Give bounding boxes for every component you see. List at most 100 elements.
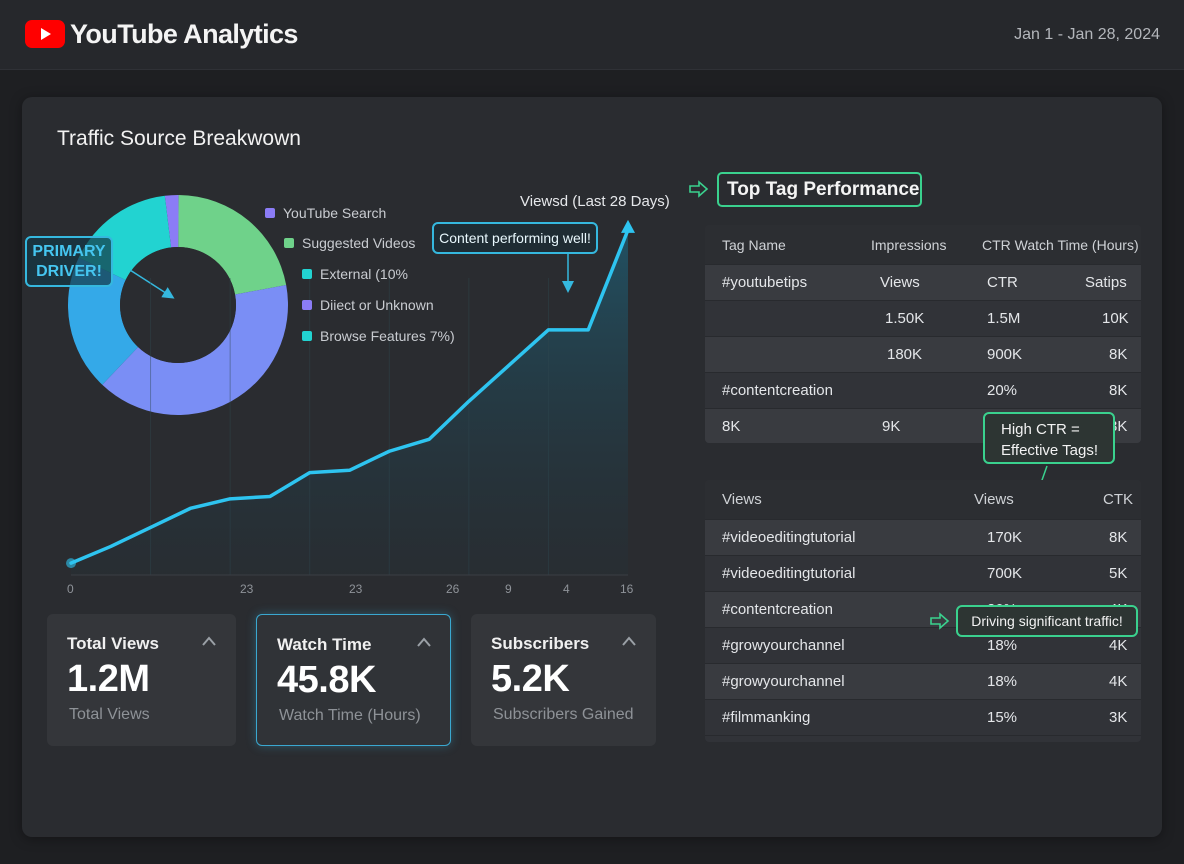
chevron-up-icon[interactable] <box>622 636 636 646</box>
traffic-section-title: Traffic Source Breakwown <box>57 127 301 150</box>
x-tick-label: 23 <box>240 582 254 596</box>
tag-name-cell: #contentcreation <box>722 601 833 618</box>
date-range-picker[interactable]: Jan 1 - Jan 28, 2024 <box>1014 26 1160 43</box>
table-row[interactable]: 1.50K 1.5M 10K <box>705 301 1141 337</box>
table-cell: Views <box>880 274 920 291</box>
x-tick-label: 4 <box>563 582 570 596</box>
table-cell: 9K <box>882 418 901 435</box>
table-cell: 5K <box>1109 565 1128 582</box>
table-row[interactable]: #youtubetips Views CTR Satips <box>705 265 1141 301</box>
table-row[interactable]: #filmmanking 15% 3K <box>705 700 1141 736</box>
tag-name-cell: #growyourchannel <box>722 673 845 690</box>
column-header[interactable]: CTR Watch Time (Hours) <box>982 237 1139 253</box>
card-value: 1.2M <box>67 658 150 700</box>
views-area-fill <box>71 229 628 575</box>
traffic-donut-chart <box>68 195 288 415</box>
x-tick-label: 26 <box>446 582 460 596</box>
tag-section-title: Top Tag Performance <box>717 172 922 207</box>
column-header[interactable]: Views <box>974 491 1014 508</box>
table-row[interactable]: #growyourchannel 18% 4K <box>705 628 1141 664</box>
table-cell: 1.50K <box>885 310 925 327</box>
card-label: Total Views <box>67 634 159 653</box>
column-header[interactable]: Views <box>722 491 762 508</box>
legend-item-direct-unknown: Diiect or Unknown <box>302 297 434 313</box>
tag-name-cell: #videoeditingtutorial <box>722 529 856 546</box>
callout-line: Effective Tags! <box>1001 442 1099 459</box>
x-tick-label: 9 <box>505 582 512 596</box>
card-value: 45.8K <box>277 659 376 701</box>
x-tick-label: 16 <box>620 582 634 596</box>
table-row[interactable]: #contentcreation 20% 8K <box>705 373 1141 409</box>
content-performing-callout: Content performing well! <box>432 222 598 254</box>
card-value: 5.2K <box>491 658 570 700</box>
table-cell: CTR <box>987 274 1018 291</box>
top-bar: YouTube Analytics Jan 1 - Jan 28, 2024 <box>0 0 1184 70</box>
tag-name-cell: #youtubetips <box>722 274 808 291</box>
table-cell: 700K <box>987 565 1023 582</box>
table-cell: 3K <box>1109 709 1128 726</box>
arrow-right-icon <box>930 612 950 630</box>
views-chart-title: Viewsd (Last 28 Days) <box>520 193 670 210</box>
table-cell: 15% <box>987 709 1018 726</box>
driving-traffic-callout: Driving significant traffic! <box>956 605 1138 637</box>
table-cell: 1.5M <box>987 310 1021 327</box>
x-tick-label: 0 <box>67 582 74 596</box>
legend-label: Suggested Videos <box>302 235 416 251</box>
table-cell: Satips <box>1085 274 1127 291</box>
arrow-right-icon <box>689 180 709 198</box>
donut-slice-2[interactable] <box>102 285 288 415</box>
table-cell: 4K <box>1109 637 1128 654</box>
table-cell: 8K <box>1109 382 1128 399</box>
views-series-line[interactable] <box>69 228 630 565</box>
chevron-up-icon[interactable] <box>417 637 431 647</box>
column-header[interactable]: Tag Name <box>722 237 786 253</box>
donut-slice-0[interactable] <box>164 195 179 248</box>
card-label: Watch Time <box>277 635 372 654</box>
legend-item-youtube-search: YouTube Search <box>265 205 386 221</box>
donut-slice-1[interactable] <box>178 195 287 295</box>
youtube-logo-icon <box>25 20 65 48</box>
tag-name-cell: #videoeditingtutorial <box>722 565 856 582</box>
table-row[interactable]: #videoeditingtutorial 700K 5K <box>705 556 1141 592</box>
series-start-point <box>66 558 76 569</box>
table-cell: 8K <box>1109 529 1128 546</box>
tag-name-cell: #growyourchannel <box>722 637 845 654</box>
views-line-chart <box>66 219 635 576</box>
card-subtitle: Total Views <box>69 706 150 723</box>
table-row[interactable]: #videoeditingtutorial 170K 8K <box>705 520 1141 556</box>
legend-swatch <box>302 269 312 279</box>
legend-item-external: External (10% <box>302 266 408 282</box>
legend-label: External (10% <box>320 266 408 282</box>
total-views-card[interactable]: Total Views 1.2M Total Views <box>47 614 236 746</box>
subscribers-card[interactable]: Subscribers 5.2K Subscribers Gained <box>471 614 656 746</box>
column-header[interactable]: CTK <box>1103 491 1133 508</box>
card-subtitle: Subscribers Gained <box>493 706 634 723</box>
table-cell: 20% <box>987 382 1018 399</box>
chevron-up-icon[interactable] <box>202 636 216 646</box>
legend-item-browse-features: Browse Features 7%) <box>302 328 455 344</box>
donut-slice-3[interactable] <box>68 257 139 385</box>
tag-name-cell: #filmmanking <box>722 709 811 726</box>
table-cell: 10K <box>1102 310 1129 327</box>
app-title: YouTube Analytics <box>70 19 298 49</box>
primary-driver-callout: PRIMARY DRIVER! <box>25 236 113 287</box>
legend-swatch <box>284 238 294 248</box>
primary-driver-pointer <box>129 269 175 299</box>
tag-table-top: Tag Name Impressions CTR Watch Time (Hou… <box>705 225 1141 443</box>
table-header-row: Views Views CTK <box>705 480 1141 520</box>
donut-hole <box>120 247 236 363</box>
card-label: Subscribers <box>491 634 590 653</box>
watch-time-card[interactable]: Watch Time 45.8K Watch Time (Hours) <box>256 614 451 746</box>
column-header[interactable]: Impressions <box>871 237 947 253</box>
callout-line: High CTR = <box>1001 421 1080 438</box>
table-row[interactable]: 180K 900K 8K <box>705 337 1141 373</box>
table-cell: 170K <box>987 529 1023 546</box>
high-ctr-callout: High CTR = Effective Tags! <box>983 412 1115 464</box>
table-cell: 900K <box>987 346 1023 363</box>
table-cell: 18% <box>987 637 1018 654</box>
legend-label: YouTube Search <box>283 205 387 221</box>
table-row[interactable]: #growyourchannel 18% 4K <box>705 664 1141 700</box>
legend-label: Browse Features 7%) <box>320 328 455 344</box>
table-header-row: Tag Name Impressions CTR Watch Time (Hou… <box>705 225 1141 265</box>
legend-label: Diiect or Unknown <box>320 297 434 313</box>
